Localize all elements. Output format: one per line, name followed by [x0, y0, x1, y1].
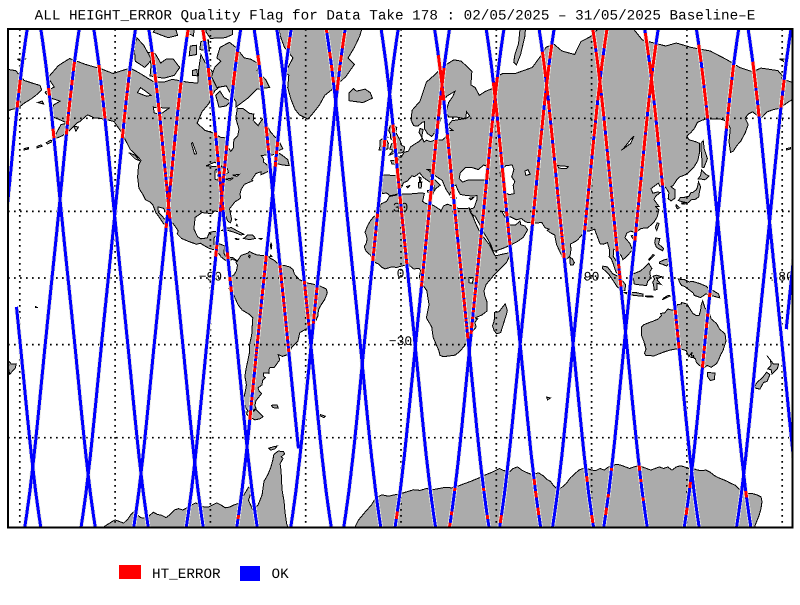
svg-text:OK: OK [272, 567, 290, 583]
svg-text:−90: −90 [199, 270, 222, 285]
svg-text:ALL HEIGHT_ERROR Quality Flag: ALL HEIGHT_ERROR Quality Flag for Data T… [35, 9, 756, 25]
svg-text:HT_ERROR: HT_ERROR [152, 567, 221, 583]
svg-text:0: 0 [397, 267, 405, 282]
svg-text:90: 90 [584, 270, 600, 285]
svg-text:−30: −30 [389, 334, 412, 349]
